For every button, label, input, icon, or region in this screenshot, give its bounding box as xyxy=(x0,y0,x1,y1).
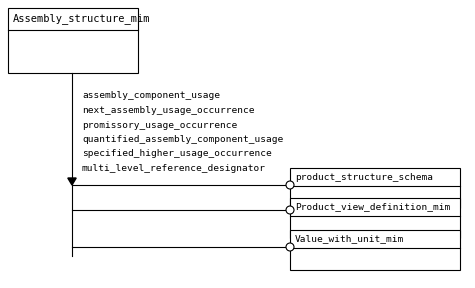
Text: next_assembly_usage_occurrence: next_assembly_usage_occurrence xyxy=(82,106,255,115)
Text: product_structure_schema: product_structure_schema xyxy=(295,173,433,181)
Circle shape xyxy=(286,206,294,214)
Circle shape xyxy=(286,181,294,189)
Text: quantified_assembly_component_usage: quantified_assembly_component_usage xyxy=(82,135,283,144)
Bar xyxy=(290,168,460,208)
Circle shape xyxy=(286,243,294,251)
Bar xyxy=(290,198,460,238)
Text: promissory_usage_occurrence: promissory_usage_occurrence xyxy=(82,120,237,130)
Polygon shape xyxy=(68,178,76,185)
Bar xyxy=(8,8,138,73)
Text: multi_level_reference_designator: multi_level_reference_designator xyxy=(82,164,266,173)
Text: Value_with_unit_mim: Value_with_unit_mim xyxy=(295,234,404,243)
Text: specified_higher_usage_occurrence: specified_higher_usage_occurrence xyxy=(82,149,272,158)
Bar xyxy=(290,230,460,270)
Text: Assembly_structure_mim: Assembly_structure_mim xyxy=(13,14,151,24)
Text: Product_view_definition_mim: Product_view_definition_mim xyxy=(295,202,450,211)
Text: assembly_component_usage: assembly_component_usage xyxy=(82,92,220,101)
